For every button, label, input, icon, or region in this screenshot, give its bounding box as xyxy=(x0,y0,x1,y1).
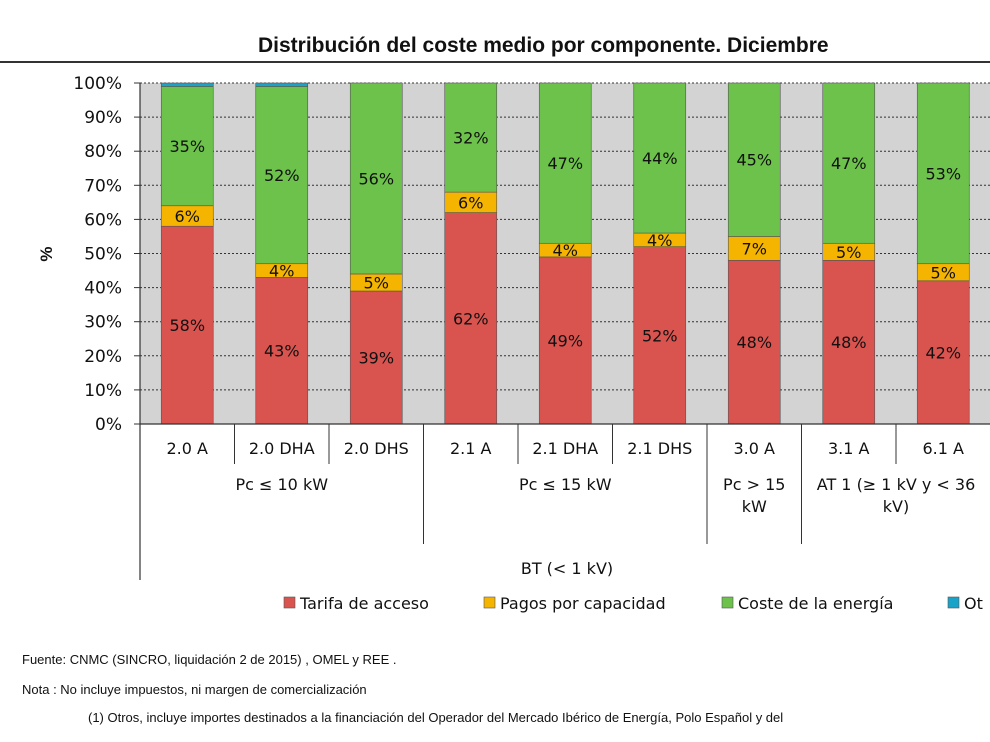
supergroup-label: BT (< 1 kV) xyxy=(521,559,613,578)
chart-title: Distribución del coste medio por compone… xyxy=(258,34,829,57)
y-tick-label: 100% xyxy=(73,74,122,94)
bar-segment xyxy=(538,256,592,425)
group-label: Pc > 15 xyxy=(723,475,785,494)
legend-swatch xyxy=(721,596,734,609)
y-tick-label: 0% xyxy=(95,415,122,435)
y-tick-label: 40% xyxy=(84,279,122,299)
data-label: 4% xyxy=(553,241,578,260)
group-label: kV) xyxy=(883,497,909,516)
legend: Tarifa de acceso Pagos por capacidad Coste… xyxy=(283,594,983,613)
data-label: 7% xyxy=(742,239,767,258)
category-label: 3.1 A xyxy=(828,439,870,458)
data-label: 47% xyxy=(547,154,583,173)
bar-segment xyxy=(727,260,781,425)
y-axis-title: % xyxy=(37,246,56,261)
legend-label: Ot xyxy=(964,594,983,613)
data-label: 47% xyxy=(831,154,867,173)
category-label: 2.1 DHA xyxy=(532,439,598,458)
y-tick-label: 60% xyxy=(84,210,122,230)
data-label: 42% xyxy=(925,343,961,362)
category-label: 2.1 DHS xyxy=(627,439,692,458)
plot-area: 0% 10% 20% 30% 40% 50% 60% 70% 80% 90% 100%% 58% 6% 3… xyxy=(37,74,990,435)
data-label: 5% xyxy=(364,273,389,292)
stacked-bar-chart: Distribución del coste medio por compone… xyxy=(0,34,990,613)
category-label: 6.1 A xyxy=(923,439,965,458)
bar-segment xyxy=(160,82,214,87)
data-label: 48% xyxy=(736,333,772,352)
category-label: 3.0 A xyxy=(734,439,776,458)
bar-segment xyxy=(822,260,876,425)
bar-segment xyxy=(349,82,403,275)
y-tick-label: 70% xyxy=(84,176,122,196)
data-label: 43% xyxy=(264,342,300,361)
group-label: Pc ≤ 10 kW xyxy=(235,475,328,494)
bar-segment xyxy=(633,82,687,234)
bar-segment xyxy=(255,277,309,425)
legend-label: Pagos por capacidad xyxy=(500,594,666,613)
data-label: 39% xyxy=(358,349,394,368)
y-tick-label: 20% xyxy=(84,347,122,367)
legend-swatch xyxy=(483,596,496,609)
category-label: 2.0 A xyxy=(167,439,209,458)
bar-segment xyxy=(255,86,309,265)
group-label: AT 1 (≥ 1 kV y < 36 xyxy=(817,475,976,494)
bar-segment xyxy=(349,290,403,425)
data-label: 45% xyxy=(736,151,772,170)
bar-segment xyxy=(916,82,970,265)
data-label: 5% xyxy=(931,263,956,282)
y-tick-label: 30% xyxy=(84,313,122,333)
data-label: 4% xyxy=(647,231,672,250)
data-label: 53% xyxy=(925,164,961,183)
y-tick-label: 90% xyxy=(84,108,122,128)
legend-swatch xyxy=(947,596,960,609)
data-label: 44% xyxy=(642,149,678,168)
data-label: 52% xyxy=(264,166,300,185)
data-label: 32% xyxy=(453,129,489,148)
data-label: 49% xyxy=(547,331,583,350)
data-label: 4% xyxy=(269,262,294,281)
group-label: Pc ≤ 15 kW xyxy=(519,475,612,494)
bar-segment xyxy=(822,82,876,244)
bar-segment xyxy=(444,82,498,193)
data-label: 62% xyxy=(453,309,489,328)
category-label: 2.0 DHS xyxy=(344,439,409,458)
data-label: 6% xyxy=(175,207,200,226)
data-label: 56% xyxy=(358,169,394,188)
bar-segment xyxy=(444,212,498,425)
data-label: 6% xyxy=(458,193,483,212)
bar-segment xyxy=(538,82,592,244)
source-note: Fuente: CNMC (SINCRO, liquidación 2 de 2… xyxy=(22,652,397,667)
data-label: 48% xyxy=(831,333,867,352)
y-tick-label: 10% xyxy=(84,381,122,401)
bar-segment xyxy=(727,82,781,237)
data-label: 52% xyxy=(642,326,678,345)
bar-segment xyxy=(255,82,309,87)
x-axis: 2.0 A 2.0 DHA 2.0 DHS 2.1 A 2.1 DHA 2.1 DHS 3.… xyxy=(139,83,990,580)
footnote: (1) Otros, incluye importes destinados a… xyxy=(88,710,784,725)
group-label: kW xyxy=(742,497,767,516)
data-label: 5% xyxy=(836,243,861,262)
legend-label: Coste de la energía xyxy=(738,594,893,613)
legend-label: Tarifa de acceso xyxy=(299,594,429,613)
y-tick-label: 50% xyxy=(84,245,122,265)
disclaimer-note: Nota : No incluye impuestos, ni margen d… xyxy=(22,682,367,697)
data-label: 35% xyxy=(169,137,205,156)
bar-segment xyxy=(916,280,970,425)
y-tick-label: 80% xyxy=(84,142,122,162)
legend-swatch xyxy=(283,596,296,609)
data-label: 58% xyxy=(169,316,205,335)
category-label: 2.0 DHA xyxy=(249,439,315,458)
category-label: 2.1 A xyxy=(450,439,492,458)
bar-segment xyxy=(160,86,214,207)
